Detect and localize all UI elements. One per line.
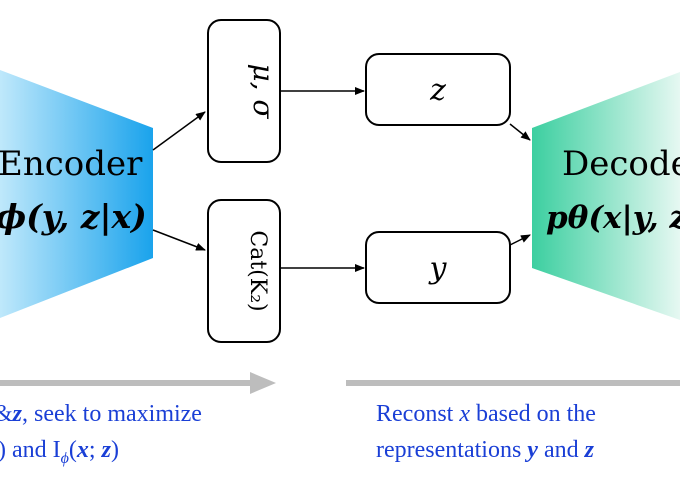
z-label: z: [429, 73, 446, 108]
mu-sigma-label: μ, σ: [247, 63, 280, 119]
decoder-block: [532, 72, 680, 320]
decoder-title: Decoder: [562, 144, 680, 184]
encoder-formula-text: qϕ(y, z|x): [0, 197, 147, 236]
arrow-encoder-to-cat: [152, 229, 206, 251]
encoder-formula: qϕ(y, z|x): [0, 197, 147, 236]
gray-arrowhead-left: [250, 372, 276, 394]
encoder-block: [0, 70, 153, 318]
arrow-z-to-decoder: [509, 123, 531, 141]
left-caption-line2: ) and Iϕ(x; z): [0, 437, 119, 467]
decoder-formula-text: pθ(x|y, z): [546, 200, 680, 236]
decoder-formula: pθ(x|y, z): [546, 200, 680, 236]
left-caption-line1: &z, seek to maximize: [0, 401, 202, 427]
y-box: [365, 231, 511, 304]
arrow-encoder-to-mu-sigma: [152, 111, 206, 151]
right-caption-line1: Reconst x based on the: [376, 401, 596, 427]
arrow-y-to-decoder: [509, 234, 531, 246]
z-box: [365, 53, 511, 126]
right-caption-line2: representations y and z: [376, 437, 594, 463]
cat-label: Cat(K₂): [245, 230, 270, 311]
encoder-title: Encoder: [0, 144, 143, 184]
y-label: y: [428, 251, 448, 286]
cat-box: [207, 199, 281, 343]
